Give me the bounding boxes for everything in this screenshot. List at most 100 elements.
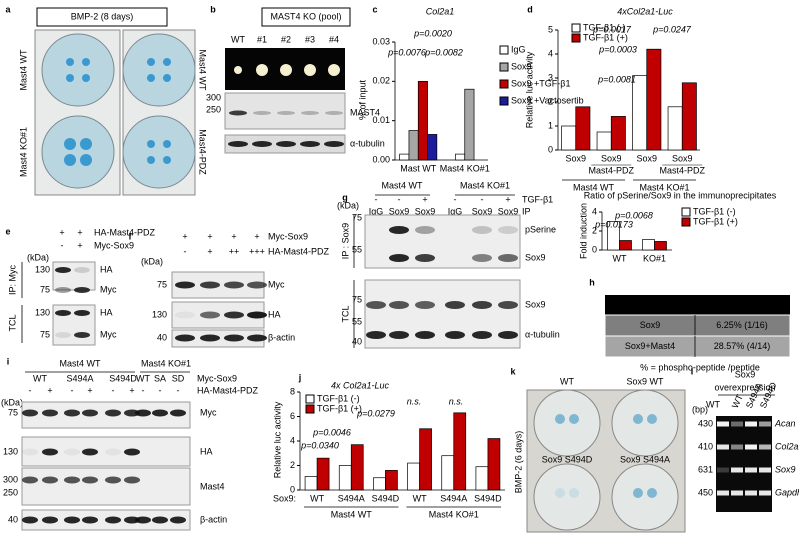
- dish: [122, 115, 196, 189]
- bar: [427, 134, 438, 161]
- label: Mast4 WT: [59, 358, 101, 368]
- gel-band: [759, 490, 771, 496]
- blot-band: [389, 331, 409, 339]
- label: Ratio of pSerine/Sox9 in the immunopreci…: [584, 190, 777, 200]
- blot-band: [472, 254, 492, 262]
- nodule: [66, 74, 74, 82]
- dish: [41, 115, 115, 189]
- bar: [316, 457, 330, 491]
- x-tick-label: S494A: [440, 493, 467, 503]
- y-tick-label: 4: [592, 206, 597, 216]
- blot-band: [175, 281, 195, 289]
- label: (kDa): [1, 397, 23, 407]
- legend-swatch: [499, 62, 509, 72]
- blot-band: [82, 409, 98, 417]
- nodule: [633, 414, 643, 424]
- blot-band: [42, 448, 58, 456]
- blot-band: [224, 334, 244, 342]
- label: IP : Sox9: [340, 223, 350, 259]
- bar: [632, 75, 648, 151]
- label: Sox9: [498, 206, 519, 216]
- label: HA-Mast4-PDZ: [268, 246, 330, 256]
- blot-band: [22, 409, 38, 417]
- label: SA: [154, 373, 166, 383]
- blot-band: [74, 267, 90, 273]
- label: Mast4 KO#1: [141, 358, 191, 368]
- dish: [611, 389, 679, 457]
- label: TCL: [340, 305, 350, 322]
- label: Sox9: [525, 299, 546, 309]
- blot-band: [252, 141, 272, 147]
- nodule: [82, 74, 90, 82]
- label: +: [231, 231, 236, 241]
- blot-band: [105, 409, 121, 417]
- blot-band: [42, 516, 58, 524]
- blot-band: [170, 516, 186, 524]
- blot-band: [200, 334, 220, 342]
- bar: [455, 153, 466, 161]
- label: TCL: [7, 314, 17, 331]
- blot-band: [415, 254, 435, 262]
- label: +: [77, 227, 82, 237]
- blot-band: [415, 226, 435, 234]
- x-tick-label: Sox9: [565, 153, 586, 163]
- bar: [464, 88, 475, 161]
- blot-band: [124, 476, 140, 484]
- panel-letter: e: [5, 226, 10, 236]
- label: Sox9: [735, 369, 756, 379]
- blot-band: [22, 476, 38, 484]
- nodule: [147, 74, 155, 82]
- legend-label: TGF-β1 (+): [317, 403, 362, 413]
- blot-band: [55, 332, 71, 338]
- blot-band: [175, 311, 195, 319]
- y-tick-label: 0: [592, 244, 597, 254]
- p-value: p=0.0173: [594, 219, 633, 229]
- label: SD: [172, 373, 185, 383]
- label: 430: [698, 418, 713, 428]
- blot-band: [498, 331, 518, 339]
- category-note: Mast4-PDZ: [659, 165, 705, 175]
- bar: [407, 462, 420, 491]
- bar: [373, 477, 386, 491]
- legend-label: TGF-β1 (+): [583, 32, 628, 42]
- bar: [475, 466, 489, 491]
- gel-band: [717, 490, 729, 496]
- blot: [52, 261, 96, 291]
- blot-band: [445, 331, 465, 339]
- label: 130: [152, 309, 167, 319]
- table-row: [604, 335, 791, 358]
- label: β-actin: [268, 332, 295, 342]
- label: WT: [706, 399, 720, 409]
- panel-letter: b: [210, 4, 216, 14]
- label: TGF-β1: [522, 194, 553, 204]
- blot-band: [472, 226, 492, 234]
- blot-band: [82, 516, 98, 524]
- colony: [328, 64, 340, 76]
- label: 40: [157, 332, 167, 342]
- blot: [21, 467, 191, 506]
- label: +: [505, 194, 510, 204]
- blot-band: [228, 141, 248, 147]
- label: % = phospho-peptide /peptide: [640, 362, 760, 372]
- p-value: n.s.: [407, 396, 422, 406]
- label: S494A: [66, 373, 93, 383]
- y-tick-label: 1: [548, 120, 553, 130]
- blot-band: [247, 311, 267, 319]
- x-tick-label: Mast WT: [400, 163, 436, 173]
- p-value: p=0.0020: [413, 28, 452, 38]
- label: Sox9: [389, 206, 410, 216]
- blot-band: [324, 141, 344, 147]
- blot-band: [22, 448, 38, 456]
- label: Myc-Sox9: [197, 373, 237, 383]
- label: Sox9:: [273, 493, 296, 503]
- label: 4xCol2a1-Luc: [617, 6, 673, 16]
- blot-band: [325, 111, 343, 115]
- y-tick-label: 0.01: [372, 115, 390, 125]
- legend-label: TGF-β1 (-): [583, 22, 626, 32]
- label: Col2a1: [775, 441, 799, 451]
- y-tick-label: 8: [290, 386, 295, 396]
- nodule: [569, 414, 579, 424]
- dish: [41, 33, 115, 107]
- label: 40: [8, 514, 18, 524]
- panel-letter: i: [7, 356, 10, 366]
